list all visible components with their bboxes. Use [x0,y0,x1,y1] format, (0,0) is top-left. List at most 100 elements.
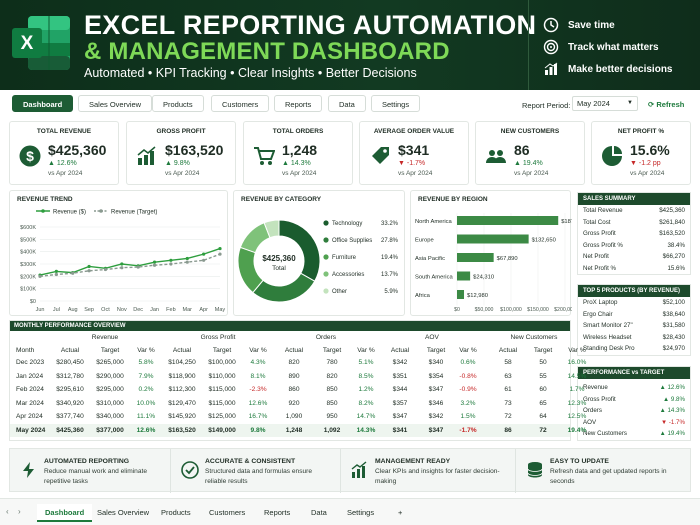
sheet-tab-customers[interactable]: Customers [209,508,246,517]
side-table-row: Net Profit % 15.6% [578,263,690,275]
feature-description: Reduce manual work and eliminate repetit… [44,468,147,485]
column-header: Var % [249,347,267,354]
table-cell: $163,520 [168,426,196,434]
sheet-tab-data[interactable]: Data [311,508,327,517]
data-point [87,269,91,273]
row-value: $31,580 [662,322,685,329]
side-table-row: ProX Laptop $52,100 [578,297,690,309]
column-header: Var % [459,347,477,354]
month-column-header: Month [16,347,35,354]
donut-center-label: Total [272,265,286,272]
refresh-button[interactable]: ⟳ Refresh [648,100,684,109]
tab-dashboard[interactable]: Dashboard [12,95,74,112]
table-cell: $280,450 [56,359,84,366]
table-cell: 14.3% [356,426,376,434]
data-label: 27.8% [381,238,399,244]
data-point [169,262,173,266]
revenue-trend-panel: REVENUE TREND Revenue ($) Revenue (Target… [9,190,228,316]
row-value: $163,520 [659,230,685,237]
kpi-value: 86 [514,142,530,158]
table-cell: $377,740 [56,413,84,420]
kpi-card-average-order-value: AVERAGE ORDER VALUE $341 ▼ -1.7% vs Apr … [359,121,469,185]
column-header: Target [212,347,232,354]
revenue-region-panel: REVENUE BY REGION $0 $50,000 $100,000 $150,… [410,190,572,316]
table-cell: $129,470 [168,399,196,407]
table-cell: 19.4% [567,426,587,434]
chevron-left-icon[interactable]: ‹ [6,507,9,516]
feature-title: EASY TO UPDATE [550,458,609,465]
month-cell: May 2024 [16,426,46,434]
legend-label: Accessories [332,272,364,278]
table-cell: $110,000 [208,372,236,380]
table-cell: $340,920 [56,399,84,407]
table-cell: $344 [392,386,408,393]
sheet-tab-reports[interactable]: Reports [264,508,291,517]
row-value: ▲ 9.8% [663,395,685,403]
row-value: ▲ 19.4% [659,430,685,437]
legend-label: Technology [332,221,362,227]
table-cell: $347 [392,413,408,420]
table-cell: 8.5% [358,372,374,380]
row-value: $261,840 [659,218,685,226]
sheet-tab-dashboard[interactable]: Dashboard [37,504,93,522]
benefit-label: Save time [568,19,615,31]
report-period-select[interactable]: May 2024 ▼ [572,96,638,111]
sheet-tab-settings[interactable]: Settings [347,508,375,517]
row-value: $52,100 [662,299,685,306]
table-cell: $118,900 [168,372,196,380]
tab-reports[interactable]: Reports [274,95,323,112]
table-cell: -1.7% [459,426,477,434]
chevron-right-icon[interactable]: › [18,507,21,516]
x-tick-label: Apr [199,307,208,313]
y-tick-label: $300K [20,262,36,268]
tab-settings[interactable]: Settings [371,95,421,112]
table-cell: 4.3% [250,359,266,366]
table-cell: 3.2% [460,399,476,407]
table-cell: 9.8% [250,426,266,434]
table-cell: $100,000 [208,359,236,366]
table-cell: -0.9% [459,386,477,393]
column-header: Target [533,347,553,354]
tab-data[interactable]: Data [328,95,366,112]
kpi-value: $163,520 [165,142,224,158]
add-sheet-button[interactable]: + [398,508,403,517]
row-label: Gross Profit [583,395,616,403]
table-cell: $351 [392,372,408,380]
table-cell: 890 [288,372,300,380]
monthly-table-title: MONTHLY PERFORMANCE OVERVIEW [10,321,570,331]
group-header: Revenue [91,334,119,341]
database-icon [527,462,543,478]
x-tick-label: $150,000 [527,307,549,313]
table-cell: 58 [504,359,512,366]
kpi-card-new-customers: NEW CUSTOMERS 86 ▲ 19.4% vs Apr 2024 [475,121,585,185]
group-header: New Customers [510,334,558,341]
month-cell: Apr 2024 [16,413,43,420]
tab-products[interactable]: Products [152,95,204,112]
row-label: Orders [583,407,602,414]
kpi-change: ▲ 9.8% [165,160,190,167]
row-value: $66,270 [662,253,685,260]
tab-sales-overview[interactable]: Sales Overview [78,95,153,112]
table-cell: 780 [326,359,338,366]
side-table-row: AOV ▼ -1.7% [578,417,690,429]
kpi-change: ▼ -1.7% [398,160,426,167]
sheet-tab-sales-overview[interactable]: Sales Overview [97,508,150,517]
x-tick-label: Nov [117,307,127,313]
table-cell: $425,360 [56,426,84,434]
kpi-value: 1,248 [282,142,318,158]
category-label: Europe [415,238,434,244]
data-label: $12,980 [467,293,488,299]
x-tick-label: $100,000 [500,307,522,313]
sheet-tabs-bar: ‹ › Dashboard Sales Overview Products Cu… [0,498,700,525]
table-cell: 55 [539,372,547,380]
table-cell: 14.7% [356,413,376,420]
feature-automated-reporting: AUTOMATED REPORTING Reduce manual work a… [10,449,180,493]
tab-customers[interactable]: Customers [211,95,270,112]
table-cell: 1.5% [460,413,476,420]
sheet-tab-products[interactable]: Products [161,508,191,517]
legend-label: Other [332,289,347,295]
data-point [54,269,58,273]
feature-description: Refresh data and get updated reports in … [550,468,667,485]
side-table-row: Smart Monitor 27" $31,580 [578,320,690,332]
table-cell: $115,000 [208,386,236,393]
